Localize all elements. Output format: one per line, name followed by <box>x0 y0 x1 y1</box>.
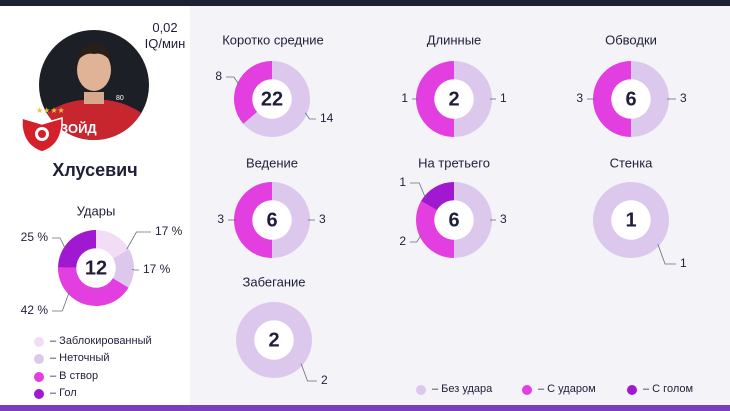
player-name: Хлусевич <box>52 160 138 180</box>
legend-dot-goal <box>34 389 44 399</box>
chart-коротко-средние-hole <box>252 79 292 119</box>
chart-ведение-hole <box>252 200 292 240</box>
chart-стенка-leader-без-удара <box>657 243 676 265</box>
shirt-text: ЗОЙД <box>60 121 97 136</box>
chart-на-третьего-title: На третьего <box>418 155 490 170</box>
chart-удары-label-гол: 25 % <box>21 230 49 244</box>
chart-обводки-hole <box>611 79 651 119</box>
legend-dot-inaccurate <box>34 354 44 364</box>
legend-dot-on-target <box>34 372 44 382</box>
legend-label-inaccurate: – Неточный <box>50 352 110 364</box>
chart-ведение-label-с-ударом: 3 <box>217 212 224 226</box>
iq-rate-value: 0,02 <box>152 20 178 35</box>
chart-на-третьего-total: 6 <box>448 209 459 231</box>
chart-на-третьего-hole <box>434 200 474 240</box>
chart-стенка-label-без-удара: 1 <box>680 256 687 270</box>
shirt-number: 80 <box>116 95 124 102</box>
chart-удары-title: Удары <box>77 203 116 218</box>
bottom-bar <box>0 405 730 411</box>
chart-стенка-hole <box>611 200 651 240</box>
legend-dot-with-shot <box>522 385 532 395</box>
top-bar <box>0 0 730 6</box>
chart-коротко-средние-title: Коротко средние <box>222 32 324 47</box>
chart-на-третьего-leader-с-ударом <box>410 234 422 243</box>
chart-длинные-label-без-удара: 1 <box>500 91 507 105</box>
legend-label-goal: – Гол <box>50 387 77 399</box>
chart-забегание-leader-без-удара <box>300 363 317 382</box>
chart-длинные-hole <box>434 79 474 119</box>
chart-на-третьего-label-без-удара: 3 <box>500 212 507 226</box>
chart-коротко-средние-leader-с-ударом <box>226 76 240 85</box>
chart-удары-leader-в-створ <box>52 291 70 312</box>
chart-ведение-label-без-удара: 3 <box>319 212 326 226</box>
chart-удары-leader-заблокированный <box>126 231 151 250</box>
chart-длинные-title: Длинные <box>427 32 482 47</box>
chart-коротко-средние-label-с-ударом: 8 <box>215 69 222 83</box>
chart-коротко-средние-label-без-удара: 14 <box>320 111 334 125</box>
legend-dot-no-shot <box>416 385 426 395</box>
chart-на-третьего-label-с-голом: 1 <box>399 175 406 189</box>
chart-коротко-средние-slice-с-ударом <box>234 61 272 124</box>
chart-на-третьего-leader-с-голом <box>410 182 426 199</box>
legend-dot-blocked <box>34 337 44 347</box>
chart-коротко-средние-leader-без-удара <box>304 112 316 120</box>
chart-удары-hole <box>76 248 116 288</box>
legend-dot-with-goal <box>627 385 637 395</box>
spartak-logo <box>21 116 63 153</box>
legend-label-on-target: – В створ <box>50 370 99 382</box>
chart-ведение-title: Ведение <box>246 155 298 170</box>
chart-коротко-средние-total: 22 <box>261 88 283 110</box>
chart-обводки-label-с-ударом: 3 <box>576 91 583 105</box>
chart-ведение-total: 6 <box>266 209 277 231</box>
legend-label-with-shot: – С ударом <box>538 383 596 395</box>
chart-удары-label-заблокированный: 17 % <box>155 224 183 238</box>
chart-длинные-total: 2 <box>448 88 459 110</box>
chart-забегание-title: Забегание <box>243 274 306 289</box>
iq-rate: 0,02 IQ/мин <box>140 20 190 52</box>
legend-label-no-shot: – Без удара <box>432 383 493 395</box>
chart-удары-total: 12 <box>85 257 107 279</box>
rating-stars: ★★★★ <box>36 106 65 115</box>
chart-обводки-label-без-удара: 3 <box>680 91 687 105</box>
chart-обводки-total: 6 <box>625 88 636 110</box>
chart-на-третьего-label-с-ударом: 2 <box>399 234 406 248</box>
chart-удары-label-в-створ: 42 % <box>21 303 49 317</box>
legend-label-blocked: – Заблокированный <box>50 335 152 347</box>
chart-забегание-total: 2 <box>268 329 279 351</box>
chart-забегание-hole <box>254 320 294 360</box>
chart-стенка-title: Стенка <box>610 155 654 170</box>
chart-обводки-title: Обводки <box>605 32 657 47</box>
legend-label-with-goal: – С голом <box>643 383 694 395</box>
chart-удары-label-неточный: 17 % <box>143 262 171 276</box>
chart-забегание-label-без-удара: 2 <box>321 373 328 387</box>
iq-rate-unit: IQ/мин <box>144 36 186 51</box>
chart-удары-leader-гол <box>52 237 66 250</box>
chart-стенка-total: 1 <box>625 209 636 231</box>
chart-длинные-label-с-ударом: 1 <box>401 91 408 105</box>
